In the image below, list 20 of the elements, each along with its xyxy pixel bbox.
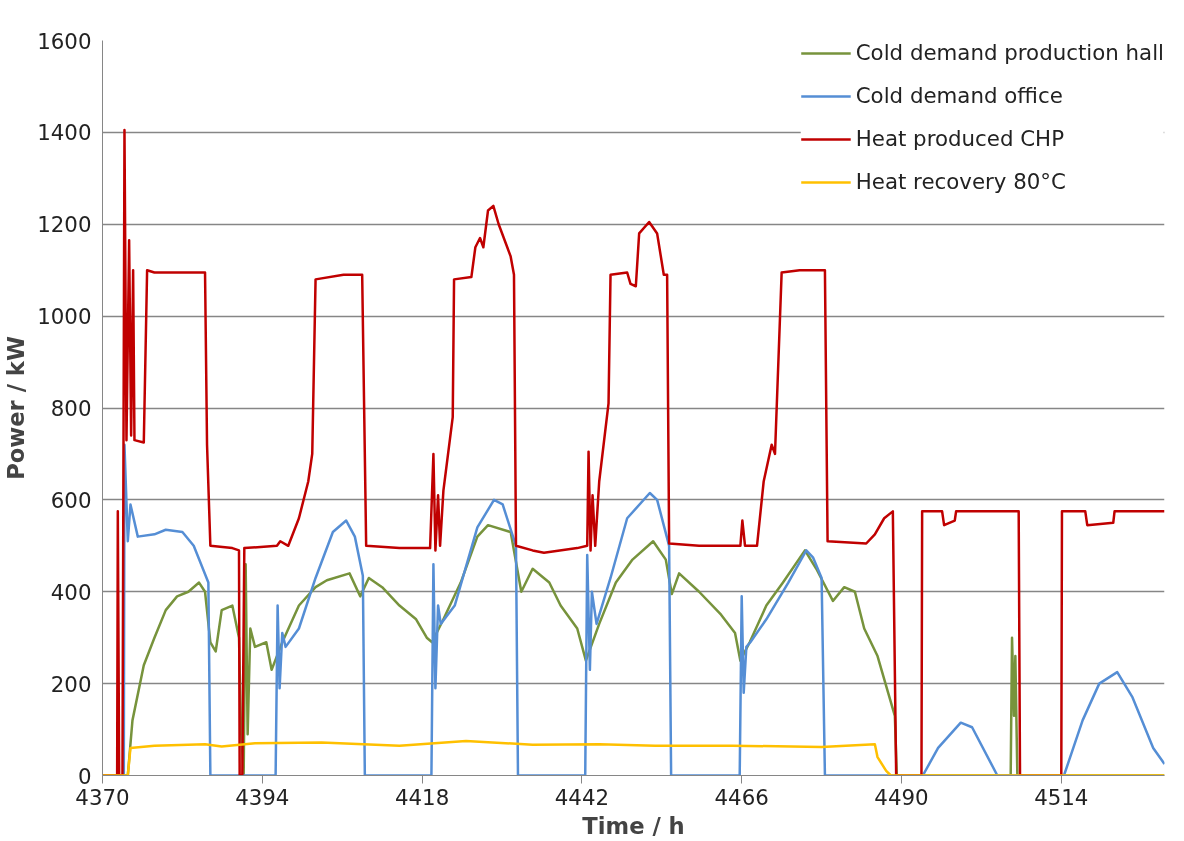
legend-label: Heat recovery 80°C: [855, 169, 1066, 194]
x-tick-label: 4394: [235, 784, 290, 810]
x-tick-label: 4418: [394, 784, 450, 810]
y-tick-label: 1400: [37, 120, 92, 146]
x-tick-label: 4490: [874, 784, 929, 810]
legend-label: Cold demand production hall: [855, 40, 1164, 65]
y-tick-label: 1000: [37, 304, 92, 330]
y-tick-label: 400: [50, 579, 92, 605]
x-tick-label: 4442: [554, 784, 610, 810]
legend-label: Heat produced CHP: [855, 126, 1064, 151]
x-tick-label: 4514: [1034, 784, 1089, 810]
legend-label: Cold demand office: [855, 83, 1063, 108]
y-tick-label: 200: [50, 671, 92, 697]
y-tick-label: 1200: [37, 212, 92, 238]
y-axis-title: Power / kW: [3, 336, 30, 480]
x-tick-label: 4466: [714, 784, 769, 810]
y-tick-label: 1600: [37, 28, 92, 54]
x-axis-title: Time / h: [582, 812, 685, 839]
y-tick-label: 600: [50, 487, 92, 513]
y-tick-label: 800: [50, 396, 92, 421]
